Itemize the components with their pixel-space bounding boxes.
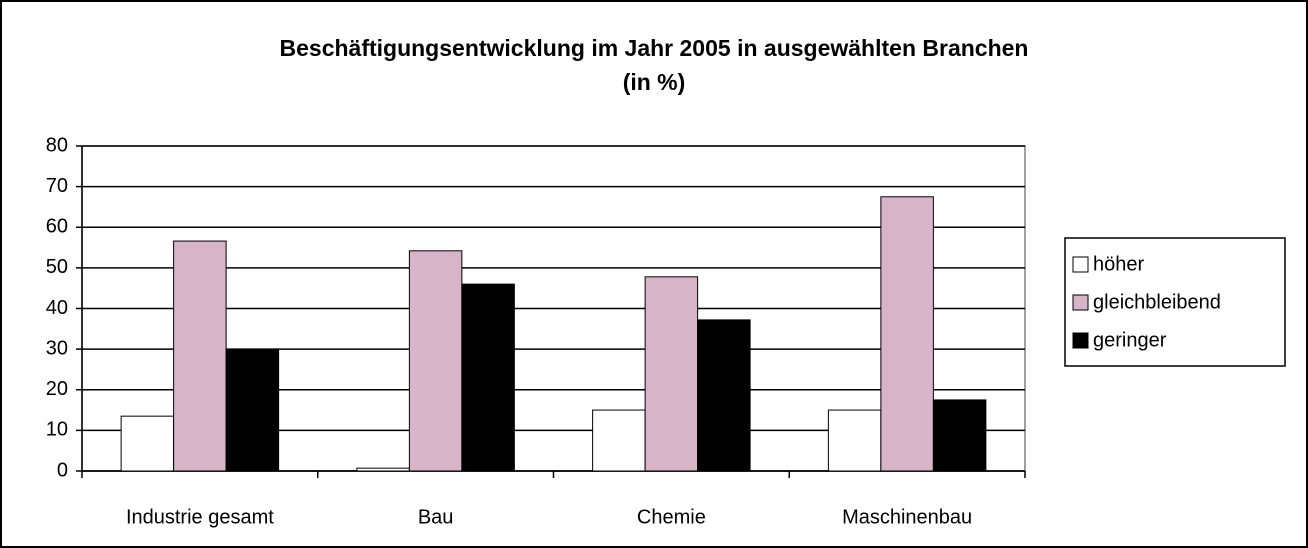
y-tick-label: 70: [46, 175, 68, 197]
legend-label: geringer: [1093, 329, 1167, 351]
y-tick-label: 30: [46, 337, 68, 359]
legend-swatch: [1072, 332, 1089, 349]
bar: [697, 319, 751, 472]
bar: [120, 415, 175, 472]
y-tick-label: 60: [46, 216, 68, 238]
bar: [827, 409, 882, 472]
y-tick-label: 50: [46, 256, 68, 278]
bar: [932, 399, 987, 472]
x-tick-label: Industrie gesamt: [126, 506, 274, 528]
legend-swatch: [1072, 294, 1089, 311]
y-tick-label: 40: [46, 297, 68, 319]
chart-title: Beschäftigungsentwicklung im Jahr 2005 i…: [280, 35, 1029, 61]
bar: [225, 348, 280, 472]
bar: [356, 467, 410, 472]
bar: [880, 196, 934, 472]
y-tick-label: 80: [46, 134, 68, 156]
x-tick-label: Maschinenbau: [842, 506, 972, 528]
bar: [173, 240, 227, 472]
y-tick-label: 10: [46, 419, 68, 441]
legend-label: gleichbleibend: [1093, 291, 1221, 313]
y-tick-label: 20: [46, 378, 68, 400]
legend-label: höher: [1093, 253, 1144, 275]
y-tick-label: 0: [57, 459, 68, 481]
x-tick-label: Bau: [418, 506, 454, 528]
x-tick-label: Chemie: [637, 506, 706, 528]
legend: [1064, 237, 1286, 367]
chart-title: (in %): [623, 69, 686, 95]
bar: [592, 409, 646, 472]
legend-swatch: [1072, 256, 1089, 273]
bar: [644, 276, 699, 472]
bar: [408, 250, 463, 472]
bar: [461, 283, 515, 472]
